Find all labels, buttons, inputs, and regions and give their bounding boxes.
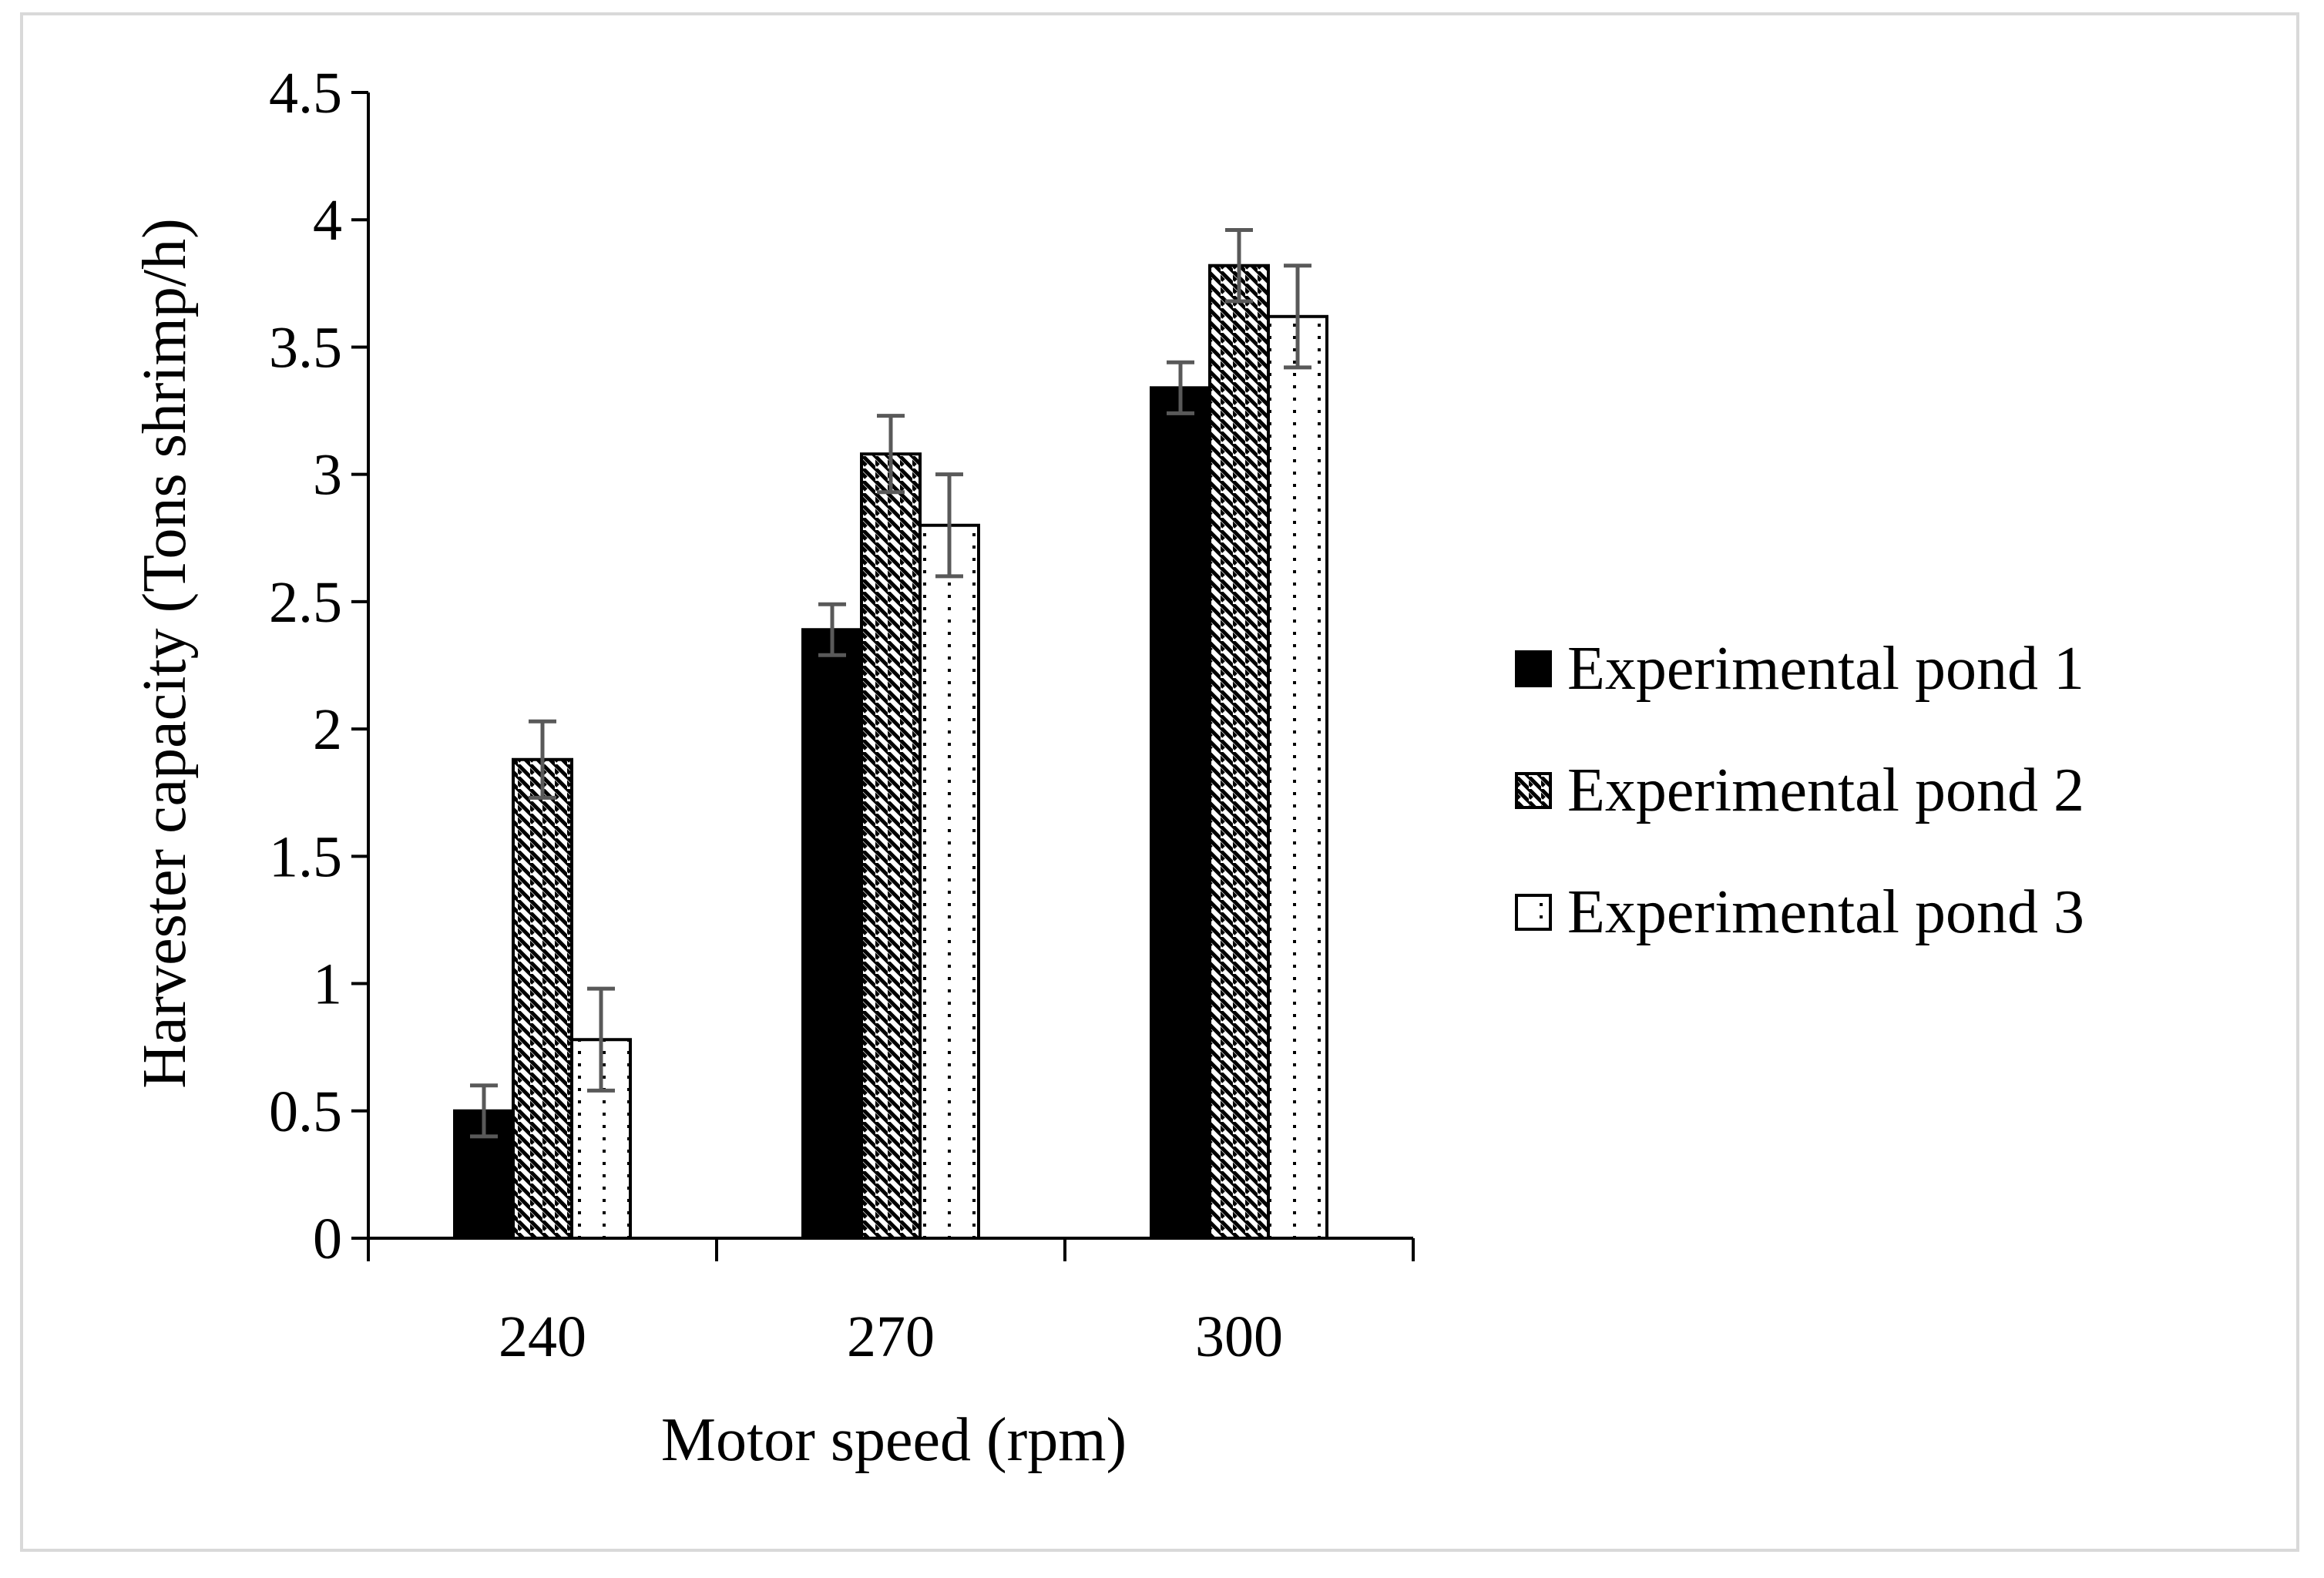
x-tick-label: 240 (499, 1304, 586, 1369)
legend-label-pond3: Experimental pond 3 (1567, 878, 2084, 946)
bar-pond3-300 (1267, 314, 1328, 1240)
legend-swatch-pond1 (1515, 650, 1552, 687)
bar-pond2-270 (860, 452, 922, 1240)
error-bar-pond1-300 (1167, 360, 1194, 415)
y-tick-label: 1.5 (269, 824, 342, 889)
y-tick-labels: 0 0.5 1 1.5 2 2.5 3 3.5 4 4.5 (269, 61, 342, 1271)
error-bar-pond3-270 (935, 472, 963, 579)
y-tick-label: 2 (313, 697, 342, 762)
error-bar-pond1-270 (818, 602, 846, 657)
x-tick-label: 300 (1195, 1304, 1283, 1369)
y-tick-label: 3 (313, 443, 342, 508)
bars-layer (453, 264, 1328, 1241)
x-tick-labels: 240 270 300 (499, 1304, 1283, 1369)
error-bar-pond2-240 (529, 719, 556, 800)
legend-swatch-pond2 (1515, 772, 1552, 809)
x-axis-title: Motor speed (rpm) (661, 1406, 1127, 1474)
legend: Experimental pond 1 Experimental pond 2 Ex… (1515, 635, 2084, 946)
bar-pond2-300 (1208, 264, 1270, 1240)
error-bar-pond3-240 (587, 986, 615, 1093)
y-tick-label: 0.5 (269, 1079, 342, 1144)
legend-item-pond3: Experimental pond 3 (1515, 878, 2084, 946)
y-axis-title: Harvester capacity (Tons shrimp/h) (131, 218, 199, 1089)
y-tick-label: 1 (313, 952, 342, 1017)
y-tick-label: 3.5 (269, 315, 342, 380)
error-bar-pond2-300 (1225, 227, 1253, 304)
legend-swatch-pond3 (1515, 894, 1552, 931)
y-tick-label: 2.5 (269, 570, 342, 635)
error-bar-pond1-240 (470, 1083, 498, 1139)
bar-pond3-270 (919, 523, 980, 1240)
bar-pond2-240 (512, 757, 573, 1240)
error-bars-layer (470, 227, 1311, 1139)
y-tick-label: 4.5 (269, 61, 342, 126)
bar-pond1-270 (801, 628, 863, 1240)
legend-label-pond2: Experimental pond 2 (1567, 757, 2084, 824)
axes (351, 91, 1415, 1261)
legend-label-pond1: Experimental pond 1 (1567, 635, 2084, 703)
x-tick-label: 270 (847, 1304, 935, 1369)
y-tick-label: 4 (313, 188, 342, 253)
bar-pond1-300 (1150, 386, 1211, 1240)
error-bar-pond2-270 (877, 414, 905, 495)
y-tick-label: 0 (313, 1207, 342, 1271)
legend-item-pond1: Experimental pond 1 (1515, 635, 2084, 703)
error-bar-pond3-300 (1284, 264, 1311, 370)
legend-item-pond2: Experimental pond 2 (1515, 757, 2084, 824)
